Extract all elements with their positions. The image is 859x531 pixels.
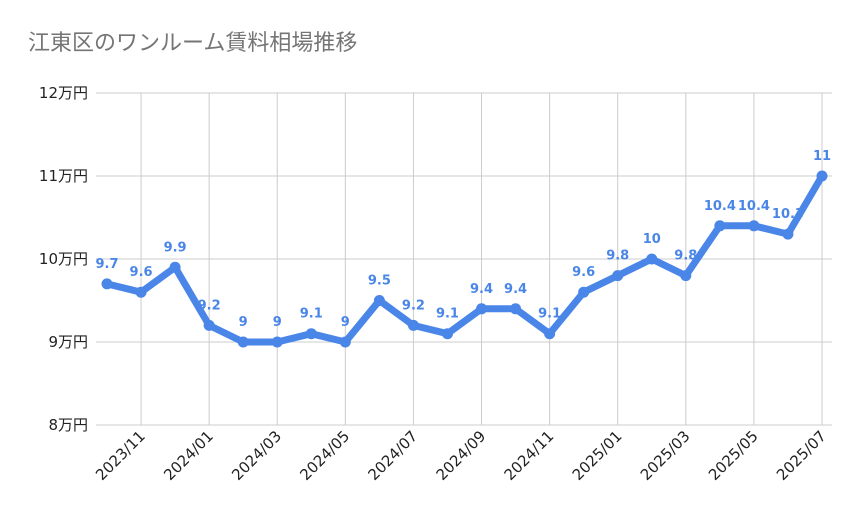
points-layer (101, 170, 828, 348)
data-label: 9.5 (368, 274, 391, 289)
data-point (544, 328, 556, 340)
data-point (646, 253, 658, 265)
data-label: 9.2 (402, 298, 425, 313)
chart-title: 江東区のワンルーム賃料相場推移 (28, 31, 357, 56)
data-point (407, 319, 419, 331)
x-tick-label: 2024/05 (296, 427, 353, 484)
x-tick-label: 2025/05 (705, 427, 762, 484)
data-point (680, 270, 692, 282)
data-point (203, 319, 215, 331)
data-point (101, 278, 113, 290)
x-tick-label: 2024/11 (501, 427, 558, 484)
data-point (305, 328, 317, 340)
x-tick-label: 2025/01 (569, 427, 626, 484)
data-point (714, 220, 726, 232)
y-tick-label: 12万円 (39, 84, 88, 102)
x-tick-label: 2024/01 (160, 427, 217, 484)
data-label: 9.1 (538, 307, 561, 322)
data-label: 9.7 (95, 257, 118, 272)
y-tick-label: 10万円 (39, 250, 88, 268)
series-line (103, 172, 826, 346)
y-tick-label: 9万円 (48, 333, 88, 351)
data-point (237, 336, 249, 348)
data-point (169, 261, 181, 273)
data-point (816, 170, 828, 182)
data-point (510, 303, 522, 315)
data-label: 9.1 (300, 307, 323, 322)
x-tick-label: 2024/03 (228, 427, 285, 484)
data-label: 9.6 (572, 265, 595, 280)
data-point (135, 286, 147, 298)
data-label: 9.9 (164, 240, 187, 255)
data-labels-layer: 9.7 9.6 9.9 9.2 9 9 9.1 9 9.5 9.2 9.1 9.4 9.4 9.1 9.6 9… (95, 149, 831, 330)
data-point (476, 303, 488, 315)
data-label: 9.6 (130, 265, 153, 280)
data-point (578, 286, 590, 298)
x-tick-label: 2025/07 (773, 427, 830, 484)
data-label: 10.4 (738, 199, 770, 214)
series-layer (103, 172, 826, 346)
data-point (271, 336, 283, 348)
data-label: 9.2 (198, 298, 221, 313)
x-tick-label: 2023/11 (92, 427, 149, 484)
data-point (612, 270, 624, 282)
data-label: 9.8 (606, 249, 629, 264)
data-point (373, 295, 385, 306)
data-point (441, 328, 453, 340)
data-point (782, 228, 794, 240)
data-label: 9.4 (470, 282, 493, 297)
y-tick-label: 11万円 (39, 167, 88, 185)
x-tick-label: 2024/07 (364, 427, 421, 484)
data-point (748, 220, 760, 232)
data-label: 10.4 (704, 199, 736, 214)
y-axis-ticks: 12万円 11万円 10万円 9万円 8万円 (39, 84, 88, 434)
data-label: 9 (239, 315, 248, 330)
data-label: 9.4 (504, 282, 527, 297)
x-tick-label: 2025/03 (637, 427, 694, 484)
y-tick-label: 8万円 (48, 416, 88, 434)
x-axis-ticks: 2023/11 2024/01 2024/03 2024/05 2024/07 2024/… (92, 427, 830, 484)
data-label: 11 (813, 149, 831, 164)
x-tick-label: 2024/09 (433, 427, 490, 484)
data-label: 9.1 (436, 307, 459, 322)
data-label: 9 (273, 315, 282, 330)
data-label: 9 (341, 315, 350, 330)
data-label: 9.8 (674, 249, 697, 264)
data-point (339, 336, 351, 348)
data-label: 10 (643, 232, 661, 247)
grid (96, 92, 832, 426)
data-label: 10.3 (772, 207, 804, 222)
